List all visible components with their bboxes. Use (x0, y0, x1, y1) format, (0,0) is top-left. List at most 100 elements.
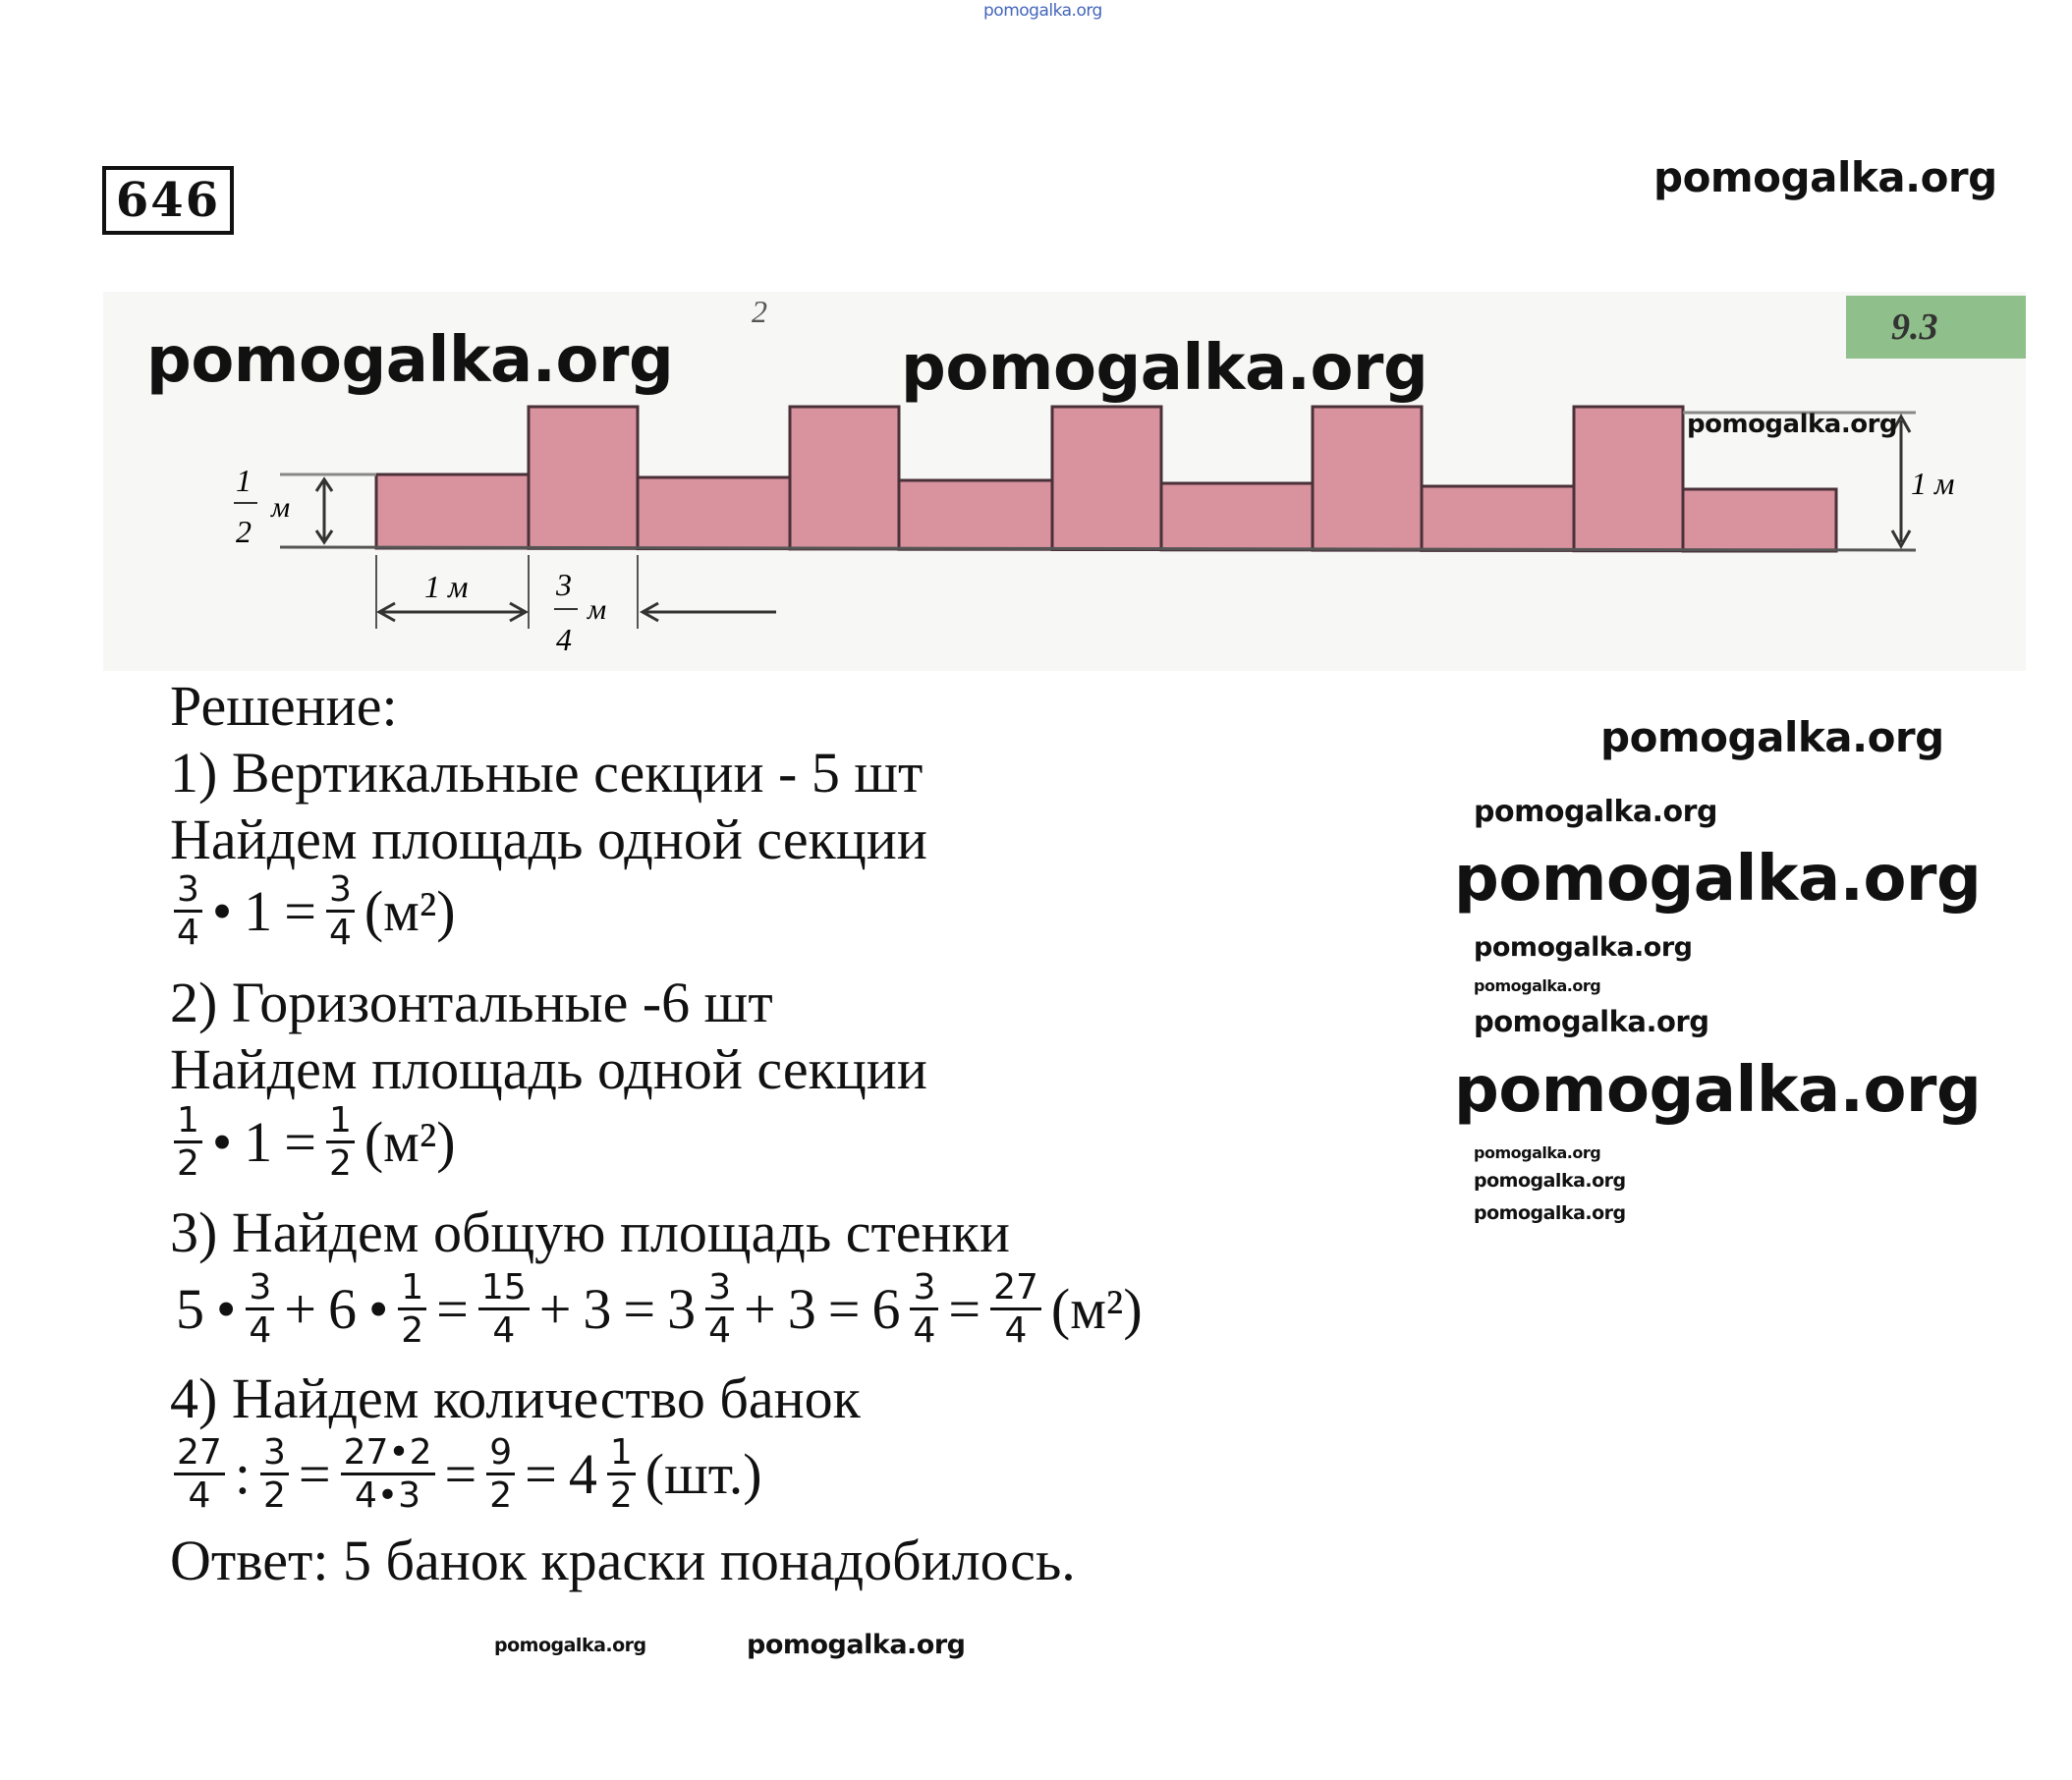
vertical-section (788, 405, 901, 551)
fraction-body: 15 4 (475, 1267, 533, 1352)
fraction: 27•2 4•3 (337, 1432, 439, 1517)
whole-part: 3 (667, 1277, 697, 1342)
formula-symbol: = (623, 1277, 656, 1342)
numerator: 15 (477, 1267, 530, 1311)
watermark: pomogalka.org (983, 1, 1102, 21)
vertical-section (1572, 405, 1685, 553)
formula-symbol: + (284, 1277, 316, 1342)
step3: 3) Найдем общую площадь стенки (170, 1200, 1010, 1264)
watermark: pomogalka.org (1474, 795, 1717, 829)
height-label: 1 м (1911, 466, 1954, 501)
formula-symbol: (м²) (364, 1110, 456, 1175)
numerator: 3 (259, 1432, 289, 1476)
formula-symbol: = (284, 1110, 316, 1175)
step2-sub: Найдем площадь одной секции (170, 1037, 927, 1101)
formula-symbol: 6 (327, 1277, 357, 1342)
watermark: pomogalka.org (1474, 1170, 1626, 1192)
denominator: 2 (489, 1475, 513, 1517)
denominator: 4 (328, 913, 352, 954)
horizontal-section (1159, 481, 1315, 552)
watermark: pomogalka.org (494, 1635, 646, 1656)
horizontal-section (897, 478, 1054, 551)
numerator: 3 (910, 1267, 939, 1311)
watermark: pomogalka.org (1474, 1005, 1709, 1038)
baseline (279, 545, 1917, 552)
horizontal-section (636, 475, 792, 551)
numerator: 27 (174, 1432, 225, 1476)
numerator: 27•2 (340, 1432, 435, 1476)
step4: 4) Найдем количество банок (170, 1366, 861, 1430)
numerator: 1 (174, 1100, 202, 1144)
formula-symbol: 1 (244, 1110, 273, 1175)
formula-symbol: (шт.) (644, 1442, 762, 1507)
whole-part: 6 (871, 1277, 901, 1342)
step1: 1) Вертикальные секции - 5 шт (170, 741, 924, 805)
fraction: 15 4 (475, 1267, 533, 1352)
formula-symbol: = (436, 1277, 469, 1342)
formula-symbol: + (744, 1277, 776, 1342)
formula-symbol: + (538, 1277, 572, 1342)
section-badge (1846, 296, 2026, 359)
formula-symbol: 3 (583, 1277, 612, 1342)
numerator: 3 (246, 1267, 275, 1311)
denominator: 4 (249, 1310, 272, 1352)
numerator: 3 (174, 869, 202, 914)
formula-symbol: • (216, 1277, 237, 1342)
formula-symbol: • (211, 1110, 233, 1175)
step2: 2) Горизонтальные -6 шт (170, 971, 773, 1034)
formula-symbol: = (948, 1277, 981, 1342)
section-badge-label: 9.3 (1891, 306, 1938, 348)
gap-label-num: 3 (555, 567, 572, 602)
watermark: pomogalka.org (1454, 843, 1982, 916)
numerator: 1 (606, 1432, 636, 1476)
watermark: pomogalka.org (747, 1630, 966, 1660)
fraction: 27 4 (986, 1267, 1045, 1352)
denominator: 2 (401, 1310, 424, 1352)
denominator: 4 (188, 1475, 211, 1517)
formula-symbol: 1 (244, 879, 273, 944)
watermark: pomogalka.org (1600, 713, 1944, 761)
formula-symbol: 3 (787, 1277, 816, 1342)
numerator: 3 (705, 1267, 735, 1311)
watermark: pomogalka.org (1653, 153, 1997, 201)
formula-symbol: = (444, 1442, 477, 1507)
denominator: 4 (492, 1310, 516, 1352)
page-label: 2 (752, 294, 767, 329)
solution-heading: Решение: (170, 674, 398, 738)
denominator: 2 (177, 1143, 199, 1185)
horizontal-section (1681, 487, 1838, 553)
denominator: 4 (177, 913, 199, 954)
watermark: pomogalka.org (1474, 1202, 1626, 1224)
fraction-body: 27 4 (986, 1267, 1045, 1352)
wall-diagram: 9.3 2 1 2 м 1 м 1 м 3 4 м (103, 292, 2026, 671)
problem-number: 646 (102, 166, 234, 235)
wall-sections (374, 405, 1838, 553)
vertical-section (1311, 405, 1424, 552)
denominator: 4 (708, 1310, 732, 1352)
step1-sub: Найдем площадь одной секции (170, 807, 927, 871)
denominator: 4 (1004, 1310, 1028, 1352)
formula-symbol: = (827, 1277, 861, 1342)
fraction-body: 27•2 4•3 (337, 1432, 439, 1517)
half-label-den: 2 (236, 514, 252, 549)
watermark: pomogalka.org (1454, 1054, 1982, 1127)
watermark: pomogalka.org (146, 324, 674, 397)
formula-symbol: : (234, 1442, 251, 1507)
denominator: 2 (262, 1475, 286, 1517)
formula2: 1 2 • 1 = 1 2 (м²) (170, 1100, 462, 1185)
